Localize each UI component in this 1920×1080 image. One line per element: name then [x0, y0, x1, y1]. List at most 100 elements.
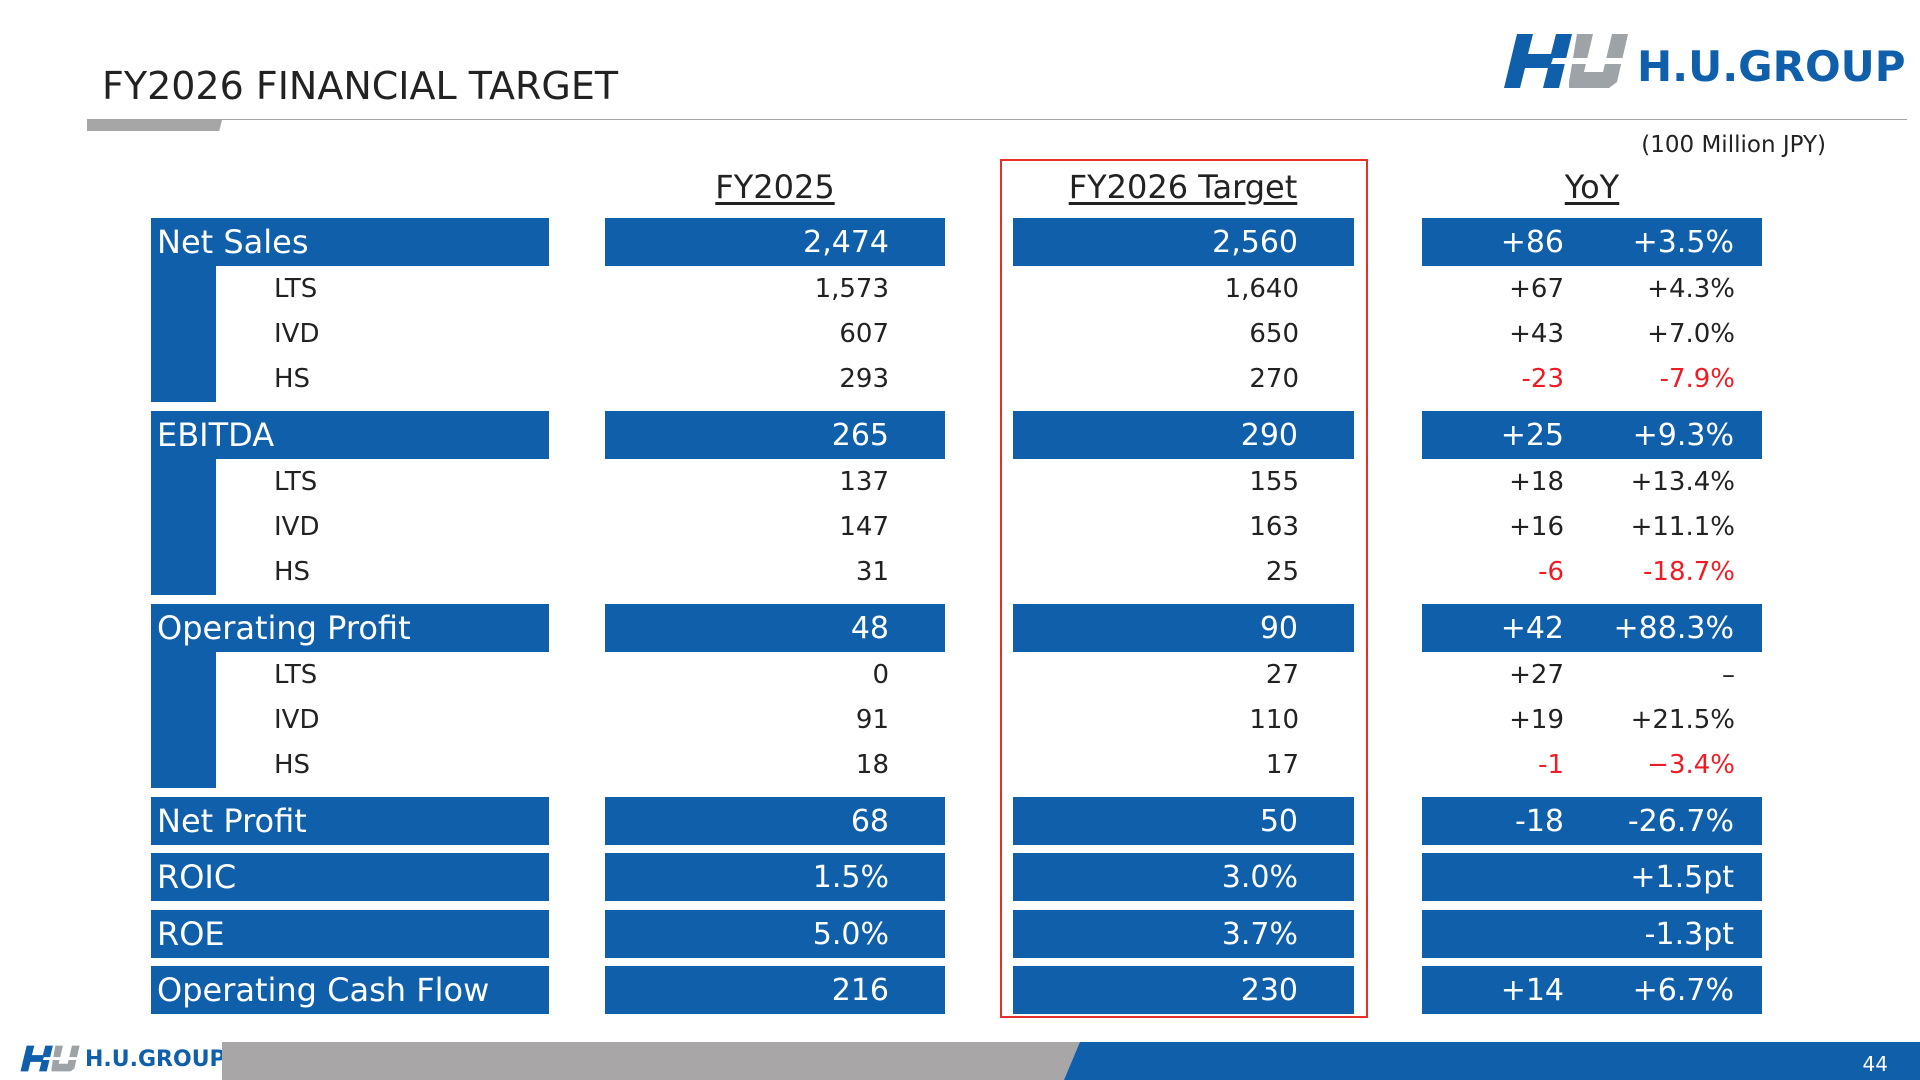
yoy-pct: -7.9% — [1659, 364, 1735, 394]
segment-sidebar-net-sales — [151, 266, 216, 402]
footer-logo: H.U.GROUP — [20, 1044, 226, 1074]
row-label: Operating Cash Flow — [151, 966, 549, 1014]
fy2025-value: 1,573 — [814, 274, 889, 304]
row-label: Operating Profit — [151, 604, 549, 652]
fy2026-value: 90 — [1013, 604, 1354, 652]
fy2025-value: 2,474 — [605, 218, 945, 266]
fy2026-value: 155 — [1249, 467, 1299, 497]
fy2025-value: 265 — [605, 411, 945, 459]
yoy-pct: −3.4% — [1647, 750, 1735, 780]
yoy-cell: +42 +88.3% — [1422, 604, 1762, 652]
segment-label: IVD — [274, 512, 320, 542]
fy2025-value: 68 — [605, 797, 945, 845]
yoy-abs: -23 — [1521, 364, 1564, 394]
yoy-pct: +6.7% — [1632, 972, 1734, 1008]
fy2026-value: 1,640 — [1224, 274, 1299, 304]
fy2026-value: 230 — [1013, 966, 1354, 1014]
yoy-abs: -1 — [1538, 750, 1564, 780]
yoy-pct: -18.7% — [1643, 557, 1735, 587]
yoy-pct: -26.7% — [1627, 803, 1734, 839]
yoy-cell: -1.3pt — [1422, 910, 1762, 958]
page-number: 44 — [1862, 1052, 1888, 1076]
row-label: ROIC — [151, 853, 549, 901]
yoy-abs: +86 — [1500, 224, 1564, 260]
yoy-pct: +9.3% — [1632, 417, 1734, 453]
yoy-cell: -18 -26.7% — [1422, 797, 1762, 845]
row-label: Net Sales — [151, 218, 549, 266]
yoy-abs: +42 — [1500, 610, 1564, 646]
fy2026-value: 110 — [1249, 705, 1299, 735]
yoy-abs: -6 — [1538, 557, 1564, 587]
fy2026-highlight-box — [1000, 159, 1368, 1018]
page-title: FY2026 FINANCIAL TARGET — [102, 64, 619, 108]
fy2025-value: 1.5% — [605, 853, 945, 901]
yoy-pct: +3.5% — [1632, 224, 1734, 260]
hu-logo-icon — [1504, 34, 1629, 88]
segment-label: HS — [274, 557, 311, 587]
hu-logo-icon — [20, 1045, 81, 1072]
column-header-fy2025: FY2025 — [715, 168, 835, 206]
yoy-abs: -18 — [1515, 803, 1564, 839]
segment-label: IVD — [274, 705, 320, 735]
yoy-pct: +11.1% — [1630, 512, 1735, 542]
segment-sidebar-operating-profit — [151, 652, 216, 788]
title-accent-bar — [87, 120, 222, 131]
footer-logo-wordmark: H.U.GROUP — [85, 1047, 226, 1072]
fy2025-value: 0 — [872, 660, 889, 690]
yoy-abs: +27 — [1509, 660, 1564, 690]
fy2025-value: 48 — [605, 604, 945, 652]
title-divider — [87, 119, 1907, 120]
fy2025-value: 293 — [839, 364, 889, 394]
fy2026-value: 290 — [1013, 411, 1354, 459]
yoy-abs: +18 — [1509, 467, 1564, 497]
company-logo: H.U.GROUP — [1503, 32, 1906, 92]
yoy-abs: +19 — [1509, 705, 1564, 735]
yoy-cell: +14 +6.7% — [1422, 966, 1762, 1014]
segment-label: LTS — [274, 467, 318, 497]
yoy-abs: +16 — [1509, 512, 1564, 542]
fy2026-value: 163 — [1249, 512, 1299, 542]
footer-blue-band — [1064, 1042, 1920, 1080]
segment-label: IVD — [274, 319, 320, 349]
column-header-fy2026-target: FY2026 Target — [1068, 168, 1298, 206]
fy2026-value: 17 — [1265, 750, 1299, 780]
fy2026-value: 3.7% — [1013, 910, 1354, 958]
fy2025-value: 147 — [839, 512, 889, 542]
fy2025-value: 137 — [839, 467, 889, 497]
segment-label: LTS — [274, 660, 318, 690]
yoy-pct: -1.3pt — [1644, 916, 1734, 952]
logo-wordmark: H.U.GROUP — [1637, 42, 1906, 91]
yoy-cell: +25 +9.3% — [1422, 411, 1762, 459]
segment-label: HS — [274, 364, 311, 394]
segment-label: HS — [274, 750, 311, 780]
yoy-pct: +7.0% — [1647, 319, 1735, 349]
segment-label: LTS — [274, 274, 318, 304]
column-header-yoy: YoY — [1564, 168, 1620, 206]
yoy-abs: +43 — [1509, 319, 1564, 349]
unit-note: (100 Million JPY) — [1641, 132, 1826, 158]
fy2026-value: 3.0% — [1013, 853, 1354, 901]
fy2026-value: 25 — [1265, 557, 1299, 587]
yoy-cell: +1.5pt — [1422, 853, 1762, 901]
yoy-abs: +25 — [1500, 417, 1564, 453]
yoy-cell: +86 +3.5% — [1422, 218, 1762, 266]
fy2026-value: 270 — [1249, 364, 1299, 394]
row-label: EBITDA — [151, 411, 549, 459]
fy2025-value: 31 — [855, 557, 889, 587]
yoy-abs: +67 — [1509, 274, 1564, 304]
fy2025-value: 607 — [839, 319, 889, 349]
footer-grey-band — [222, 1042, 1080, 1080]
fy2025-value: 91 — [855, 705, 889, 735]
fy2025-value: 18 — [855, 750, 889, 780]
fy2026-value: 50 — [1013, 797, 1354, 845]
yoy-pct: +1.5pt — [1630, 859, 1734, 895]
yoy-pct: – — [1722, 660, 1735, 690]
yoy-pct: +13.4% — [1630, 467, 1735, 497]
fy2026-value: 27 — [1265, 660, 1299, 690]
row-label: Net Profit — [151, 797, 549, 845]
yoy-pct: +21.5% — [1630, 705, 1735, 735]
fy2025-value: 5.0% — [605, 910, 945, 958]
yoy-pct: +4.3% — [1647, 274, 1735, 304]
segment-sidebar-ebitda — [151, 459, 216, 595]
yoy-abs: +14 — [1500, 972, 1564, 1008]
